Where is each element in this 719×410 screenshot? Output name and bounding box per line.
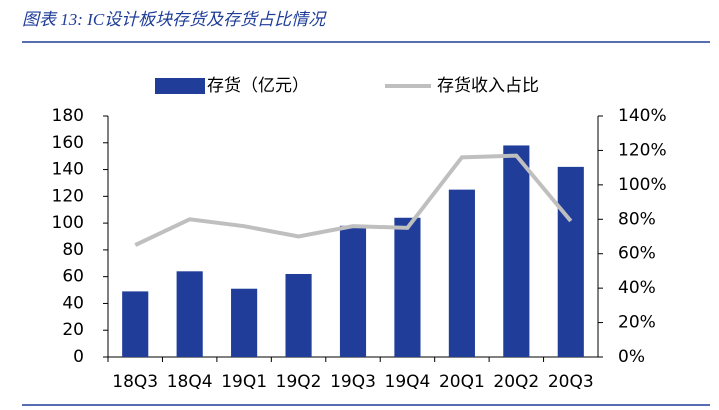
x-tick-label: 20Q1 xyxy=(439,372,485,392)
x-tick-label: 18Q4 xyxy=(167,372,213,392)
y2-tick-label: 80% xyxy=(618,209,656,229)
legend-label: 存货（亿元） xyxy=(207,76,309,96)
x-tick-label: 19Q4 xyxy=(385,372,431,392)
y-tick-label: 60 xyxy=(62,267,84,287)
y2-tick-label: 40% xyxy=(618,278,656,298)
bar xyxy=(122,291,149,357)
y-tick-label: 20 xyxy=(62,320,84,340)
x-tick-label: 20Q3 xyxy=(548,372,594,392)
y2-tick-label: 100% xyxy=(618,175,667,195)
y2-tick-label: 120% xyxy=(618,140,667,160)
y2-tick-label: 60% xyxy=(618,244,656,264)
y-tick-label: 100 xyxy=(52,213,84,233)
y-tick-label: 80 xyxy=(62,240,84,260)
y2-tick-label: 140% xyxy=(618,106,667,126)
y2-tick-label: 20% xyxy=(618,313,656,333)
bar xyxy=(285,273,312,357)
bar xyxy=(339,225,367,357)
y-tick-label: 0 xyxy=(73,347,84,367)
chart-title: 图表 13: IC设计板块存货及存货占比情况 xyxy=(22,10,327,29)
bar xyxy=(503,145,530,357)
x-tick-label: 19Q1 xyxy=(221,372,267,392)
y-tick-label: 180 xyxy=(52,106,84,126)
bar xyxy=(231,288,258,357)
y-tick-label: 140 xyxy=(52,160,84,180)
y2-tick-label: 0% xyxy=(618,347,645,367)
bar xyxy=(394,217,421,357)
bar xyxy=(176,271,203,357)
y-tick-label: 120 xyxy=(52,186,84,206)
line xyxy=(134,153,573,247)
legend-swatch xyxy=(155,78,205,94)
bar xyxy=(557,166,584,357)
x-tick-label: 19Q2 xyxy=(276,372,322,392)
y-tick-label: 40 xyxy=(62,293,84,313)
y-tick-label: 160 xyxy=(52,133,84,153)
x-tick-label: 20Q2 xyxy=(493,372,539,392)
bar xyxy=(448,189,475,357)
x-tick-label: 18Q3 xyxy=(112,372,158,392)
legend-label: 存货收入占比 xyxy=(437,76,539,96)
x-tick-label: 19Q3 xyxy=(330,372,376,392)
